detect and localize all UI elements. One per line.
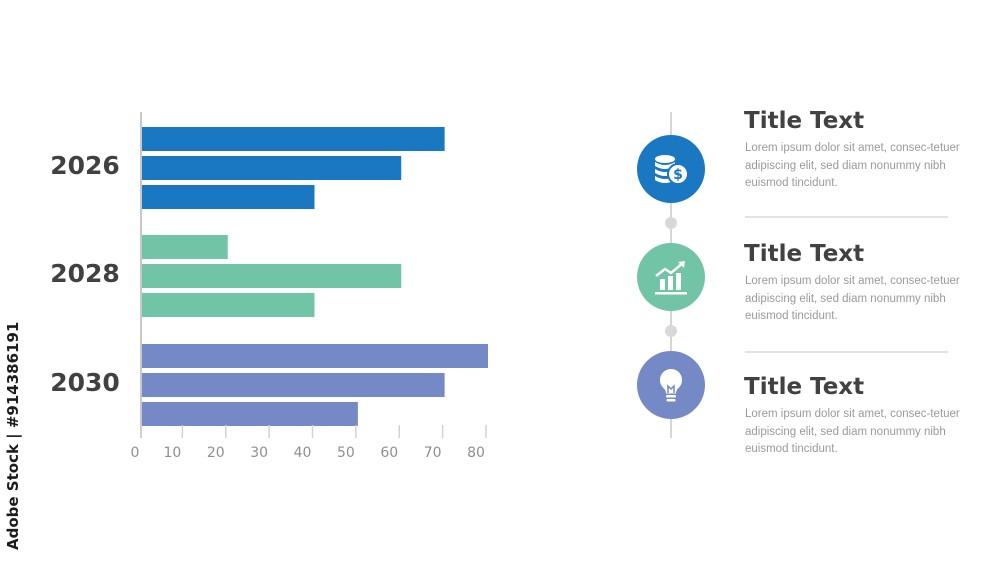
timeline-dot bbox=[665, 325, 677, 337]
svg-text:$: $ bbox=[673, 167, 683, 183]
info-title-2: Title Text bbox=[744, 241, 865, 267]
x-tick-label: 0 bbox=[131, 445, 140, 461]
divider bbox=[745, 216, 948, 218]
timeline-dot bbox=[665, 217, 677, 229]
x-tick-label: 40 bbox=[294, 445, 312, 461]
circle-icon-2 bbox=[637, 243, 705, 311]
bar-chart: 0 10 20 30 40 50 60 70 80 bbox=[131, 112, 488, 461]
x-tick-label: 20 bbox=[207, 445, 225, 461]
circle-icon-1: $ bbox=[637, 135, 705, 203]
x-tick-label: 50 bbox=[337, 445, 355, 461]
circle-icon-3 bbox=[637, 351, 705, 419]
bar-2026-3 bbox=[142, 185, 315, 209]
bar-2028-2 bbox=[142, 264, 402, 288]
bar-2028-1 bbox=[142, 235, 228, 259]
x-tick-label: 10 bbox=[163, 445, 181, 461]
x-ticks-group: 0 10 20 30 40 50 60 70 80 bbox=[131, 425, 487, 461]
info-body-3: Lorem ipsum dolor sit amet, consec-tetue… bbox=[745, 408, 960, 455]
x-tick-label: 70 bbox=[424, 445, 442, 461]
info-title-3: Title Text bbox=[744, 374, 865, 400]
x-tick-label: 30 bbox=[250, 445, 268, 461]
category-label-2026: 2026 bbox=[50, 151, 120, 180]
bar-2028-3 bbox=[142, 293, 315, 317]
bar-2030-1 bbox=[142, 344, 488, 368]
lightbulb-icon bbox=[659, 369, 683, 402]
x-tick-label: 60 bbox=[380, 445, 398, 461]
info-title-1: Title Text bbox=[744, 108, 865, 134]
x-tick-label: 80 bbox=[467, 445, 485, 461]
bar-2030-3 bbox=[142, 402, 358, 426]
stock-watermark-text: Adobe Stock | #914386191 bbox=[4, 321, 22, 550]
info-body-1: Lorem ipsum dolor sit amet, consec-tetue… bbox=[745, 142, 960, 189]
info-body-2: Lorem ipsum dolor sit amet, consec-tetue… bbox=[745, 275, 960, 322]
coins-dollar-icon: $ bbox=[655, 155, 689, 185]
bar-2026-2 bbox=[142, 156, 402, 180]
divider bbox=[745, 351, 948, 353]
category-label-2028: 2028 bbox=[50, 259, 120, 288]
growth-chart-icon bbox=[655, 261, 687, 295]
bars-group bbox=[142, 127, 488, 426]
bar-2030-2 bbox=[142, 373, 445, 397]
bar-2026-1 bbox=[142, 127, 445, 151]
category-label-2030: 2030 bbox=[50, 368, 120, 397]
